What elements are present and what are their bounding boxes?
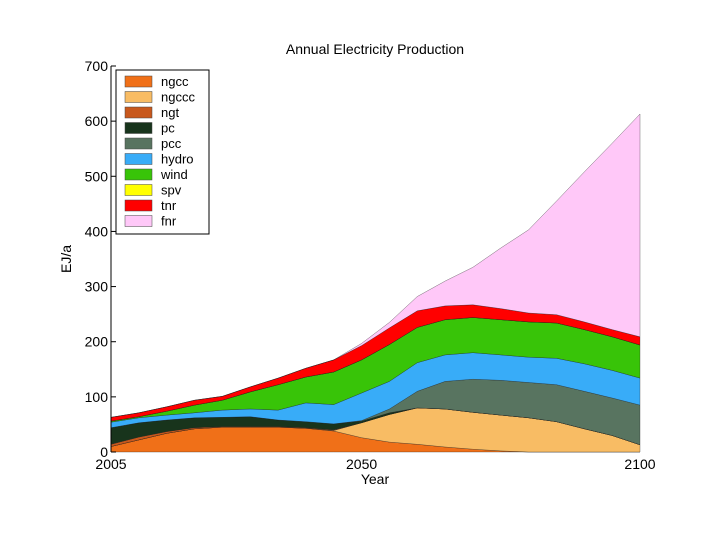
y-tick-label: 200 — [85, 334, 109, 350]
tick-labels: 0 100 200 300 400 500 600 700 2005 2050 2100 — [85, 58, 656, 472]
legend-item-ngccc: ngccc — [124, 90, 195, 105]
legend-label: ngt — [161, 105, 179, 120]
y-tick-label: 500 — [85, 168, 109, 184]
legend-swatch — [124, 122, 153, 134]
x-tick-label: 2100 — [624, 456, 655, 472]
legend-label: wind — [160, 167, 188, 182]
legend-item-wind: wind — [124, 167, 188, 182]
legend-swatch — [124, 91, 153, 103]
y-tick-label: 700 — [85, 58, 109, 74]
area-fnr — [110, 113, 641, 418]
y-tick-label: 600 — [85, 113, 109, 129]
legend-label: hydro — [161, 152, 194, 167]
y-tick-label: 100 — [85, 389, 109, 405]
legend-item-spv: spv — [124, 183, 182, 198]
x-axis-label: Year — [361, 471, 390, 487]
legend-item-ngt: ngt — [124, 105, 179, 120]
x-tick-label: 2005 — [95, 456, 126, 472]
legend-swatch — [124, 199, 153, 212]
legend-swatch — [124, 106, 153, 119]
legend-swatch — [124, 215, 153, 227]
legend-item-pc: pc — [124, 121, 175, 136]
legend-label: ngcc — [161, 74, 189, 89]
legend-swatch — [124, 137, 153, 150]
area-layers — [110, 113, 641, 453]
legend-label: pc — [161, 121, 175, 136]
legend-item-tnr: tnr — [124, 198, 177, 213]
legend-label: pcc — [161, 136, 182, 151]
axes — [110, 65, 116, 453]
legend-label: spv — [161, 183, 182, 198]
x-tick-label: 2050 — [346, 456, 377, 472]
y-tick-label: 0 — [100, 444, 108, 460]
legend-swatch — [124, 75, 153, 88]
legend-swatch — [124, 184, 153, 196]
y-axis-label: EJ/a — [58, 245, 74, 273]
legend-item-pcc: pcc — [124, 136, 182, 151]
legend-item-fnr: fnr — [124, 214, 177, 229]
legend-swatch — [124, 168, 153, 181]
legend-item-hydro: hydro — [124, 152, 194, 167]
legend-label: fnr — [161, 214, 177, 229]
legend-label: ngccc — [161, 90, 195, 105]
y-tick-label: 400 — [85, 223, 109, 239]
legend-swatch — [124, 153, 153, 165]
legend-item-ngcc: ngcc — [124, 74, 189, 89]
legend-label: tnr — [161, 198, 177, 213]
chart-title: Annual Electricity Production — [286, 41, 464, 57]
y-tick-label: 300 — [85, 279, 109, 295]
